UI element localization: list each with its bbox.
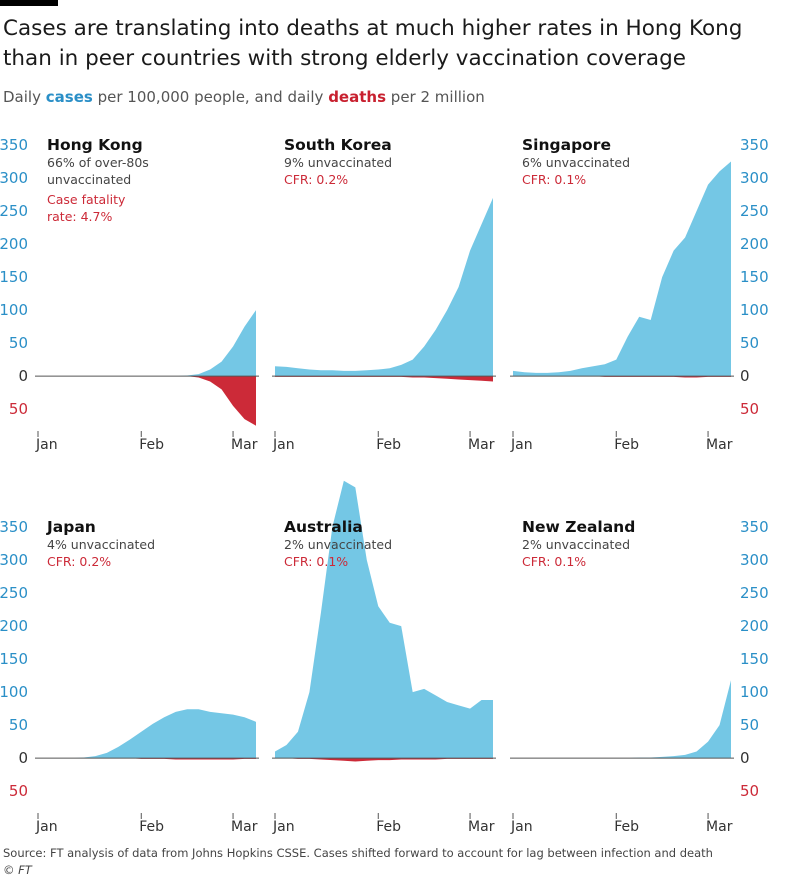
panel-note: unvaccinated bbox=[47, 172, 131, 187]
cfr-note: CFR: 0.2% bbox=[284, 172, 348, 187]
y-tick-label: 300 bbox=[740, 169, 769, 187]
y-tick-label: 350 bbox=[740, 136, 769, 154]
y-tick-label: 300 bbox=[0, 169, 28, 187]
y-tick-label: 250 bbox=[0, 202, 28, 220]
panel-note: 4% unvaccinated bbox=[47, 537, 155, 552]
y-tick-label: 200 bbox=[740, 617, 769, 635]
panel-note: 9% unvaccinated bbox=[284, 155, 392, 170]
y-tick-label: 200 bbox=[0, 617, 28, 635]
cfr-note: Case fatality bbox=[47, 192, 126, 207]
cases-area bbox=[275, 197, 493, 377]
x-tick-label: Mar bbox=[706, 819, 733, 835]
cfr-note: CFR: 0.1% bbox=[522, 554, 586, 569]
y-tick-label: 50 bbox=[9, 716, 28, 734]
y-tick-label: 150 bbox=[740, 268, 769, 286]
y-tick-label: 50 bbox=[740, 334, 759, 352]
y-tick-label: 0 bbox=[18, 367, 28, 385]
y-tick-label: 50 bbox=[740, 782, 759, 800]
panel-note: 2% unvaccinated bbox=[284, 537, 392, 552]
legend-entry: cases bbox=[45, 88, 93, 106]
y-tick-label: 50 bbox=[9, 334, 28, 352]
panel-note: 66% of over-80s bbox=[47, 155, 149, 170]
x-tick-label: Feb bbox=[614, 819, 639, 835]
x-tick-label: Jan bbox=[510, 437, 533, 453]
y-tick-label: 50 bbox=[740, 400, 759, 418]
x-tick-label: Feb bbox=[139, 437, 164, 453]
y-tick-label: 250 bbox=[740, 202, 769, 220]
cases-area bbox=[513, 680, 731, 759]
y-tick-label: 50 bbox=[740, 716, 759, 734]
panel-title: Japan bbox=[46, 518, 96, 536]
y-tick-label: 300 bbox=[740, 551, 769, 569]
y-tick-label: 150 bbox=[0, 268, 28, 286]
cfr-note: rate: 4.7% bbox=[47, 209, 112, 224]
y-tick-label: 0 bbox=[18, 749, 28, 767]
chart-subtitle: Daily cases per 100,000 people, and dail… bbox=[3, 88, 485, 106]
y-tick-label: 250 bbox=[0, 584, 28, 602]
deaths-area bbox=[275, 376, 493, 382]
x-tick-label: Jan bbox=[272, 437, 295, 453]
y-tick-label: 300 bbox=[0, 551, 28, 569]
panel-title: Australia bbox=[284, 518, 363, 536]
x-tick-label: Jan bbox=[510, 819, 533, 835]
y-tick-label: 100 bbox=[740, 683, 769, 701]
credit: © FT bbox=[3, 863, 32, 877]
y-tick-label: 200 bbox=[0, 235, 28, 253]
x-tick-label: Jan bbox=[35, 819, 58, 835]
subtitle-part: per 2 million bbox=[390, 88, 485, 106]
chart-title: Cases are translating into deaths at muc… bbox=[3, 16, 743, 71]
y-tick-label: 350 bbox=[0, 136, 28, 154]
x-tick-label: Mar bbox=[468, 819, 495, 835]
y-tick-label: 200 bbox=[740, 235, 769, 253]
legend-entry: deaths bbox=[328, 88, 386, 106]
x-tick-label: Mar bbox=[706, 437, 733, 453]
x-tick-label: Feb bbox=[376, 819, 401, 835]
brand-bar bbox=[0, 0, 58, 6]
cfr-note: CFR: 0.1% bbox=[522, 172, 586, 187]
y-tick-label: 150 bbox=[0, 650, 28, 668]
cfr-note: CFR: 0.1% bbox=[284, 554, 348, 569]
y-tick-label: 250 bbox=[740, 584, 769, 602]
cases-area bbox=[275, 480, 493, 759]
y-tick-label: 150 bbox=[740, 650, 769, 668]
cases-area bbox=[513, 161, 731, 377]
cfr-note: CFR: 0.2% bbox=[47, 554, 111, 569]
panel-title: Singapore bbox=[522, 136, 611, 154]
y-tick-label: 0 bbox=[740, 749, 750, 767]
subtitle-part: per 100,000 people, and daily bbox=[97, 88, 324, 106]
panel-note: 2% unvaccinated bbox=[522, 537, 630, 552]
panel-title: New Zealand bbox=[522, 518, 635, 536]
deaths-area bbox=[275, 758, 493, 762]
x-tick-label: Feb bbox=[139, 819, 164, 835]
y-tick-label: 350 bbox=[740, 518, 769, 536]
x-tick-label: Mar bbox=[231, 437, 258, 453]
y-tick-label: 100 bbox=[740, 301, 769, 319]
source-note: Source: FT analysis of data from Johns H… bbox=[3, 846, 713, 860]
x-tick-label: Feb bbox=[376, 437, 401, 453]
x-tick-label: Jan bbox=[35, 437, 58, 453]
panel-note: 6% unvaccinated bbox=[522, 155, 630, 170]
panel-title: South Korea bbox=[284, 136, 392, 154]
y-tick-label: 100 bbox=[0, 301, 28, 319]
y-tick-label: 350 bbox=[0, 518, 28, 536]
x-tick-label: Mar bbox=[231, 819, 258, 835]
deaths-area bbox=[38, 376, 256, 426]
y-tick-label: 50 bbox=[9, 400, 28, 418]
cases-area bbox=[38, 310, 256, 377]
x-tick-label: Jan bbox=[272, 819, 295, 835]
cases-area bbox=[38, 709, 256, 759]
y-tick-label: 50 bbox=[9, 782, 28, 800]
y-tick-label: 100 bbox=[0, 683, 28, 701]
x-tick-label: Feb bbox=[614, 437, 639, 453]
x-tick-label: Mar bbox=[468, 437, 495, 453]
y-tick-label: 0 bbox=[740, 367, 750, 385]
subtitle-part: Daily bbox=[3, 88, 41, 106]
panel-title: Hong Kong bbox=[47, 136, 143, 154]
